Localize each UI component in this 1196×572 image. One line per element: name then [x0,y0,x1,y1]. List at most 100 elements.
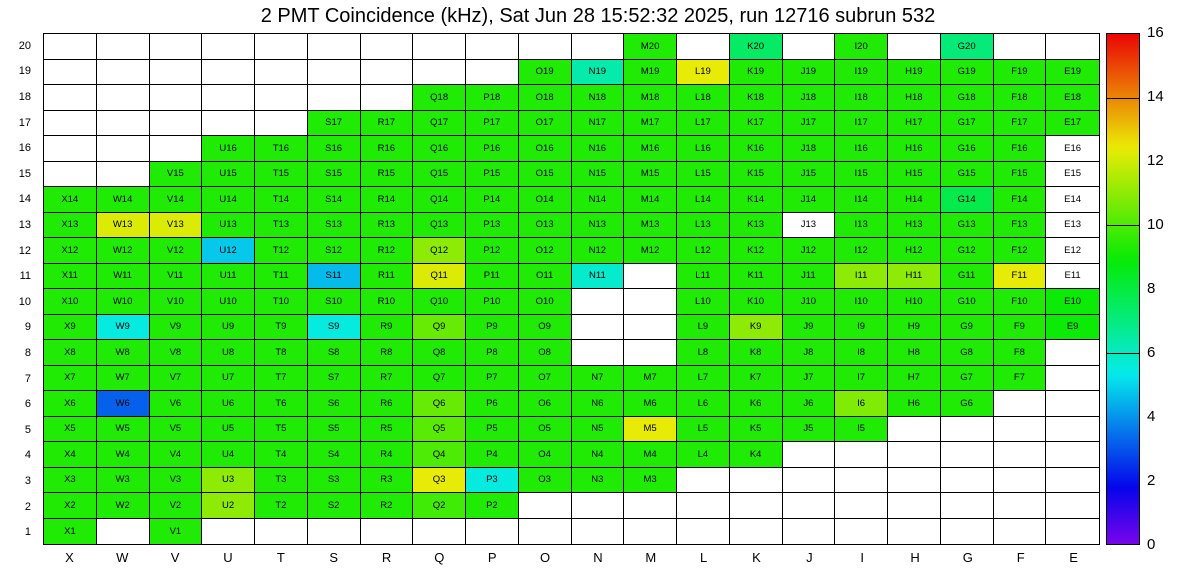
heatmap-cell [149,34,203,60]
heatmap-cell: I8 [835,340,888,366]
heatmap-cell: T10 [255,289,308,315]
heatmap-cell: L11 [677,263,730,289]
colorbar [1106,33,1140,545]
heatmap-cell: Q15 [413,161,466,187]
heatmap-cell: H9 [888,314,941,340]
heatmap-cell: V13 [149,212,203,238]
heatmap-cell [202,518,255,544]
heatmap-cell: V11 [149,263,203,289]
heatmap-cell: P17 [466,110,519,136]
heatmap-cell: Q5 [413,416,466,442]
heatmap-cell [940,442,994,468]
y-tick-label: 3 [24,474,31,487]
heatmap-cell: E18 [1046,85,1099,111]
heatmap-cell: M13 [624,212,677,238]
heatmap-cell: O15 [518,161,572,187]
heatmap-cell [308,518,361,544]
heatmap-cell [835,493,888,519]
heatmap-cell: Q12 [413,238,466,264]
heatmap-cell: L6 [677,391,730,417]
heatmap-cell: S15 [307,161,361,187]
heatmap-cell: G6 [940,391,994,417]
heatmap-cell: M19 [624,59,677,85]
heatmap-cell: E15 [1046,161,1099,187]
heatmap-cell: E9 [1046,314,1099,340]
heatmap-cell: R12 [360,238,414,264]
heatmap-cell: I11 [835,263,888,289]
heatmap-cell: T4 [255,442,308,468]
heatmap-cell: L10 [677,289,730,315]
heatmap-cell [307,85,361,111]
heatmap-cell: O11 [518,263,572,289]
heatmap-cell [413,518,466,544]
heatmap-cell: T11 [255,263,308,289]
heatmap-cell: U9 [202,314,255,340]
heatmap-cell: K7 [729,365,783,391]
y-tick-label: 18 [18,90,31,103]
heatmap-cell: W14 [96,187,150,213]
heatmap-cell [44,85,97,111]
heatmap-cell: O6 [518,391,572,417]
heatmap-cell: M12 [624,238,677,264]
heatmap-cell [835,518,888,544]
heatmap-cell: W4 [96,442,150,468]
x-tick-label: T [276,550,285,565]
heatmap-cell [730,518,783,544]
heatmap-cell: V3 [149,467,203,493]
heatmap-cell [466,518,519,544]
heatmap-cell: O13 [518,212,572,238]
heatmap-cell: V10 [149,289,203,315]
colorbar-tick-label: 0 [1147,536,1156,553]
heatmap-cell [149,110,203,136]
heatmap-cell [677,467,730,493]
heatmap-cell: U13 [202,212,255,238]
heatmap-cell [149,85,203,111]
heatmap-cell: E17 [1046,110,1099,136]
heatmap-cell: K4 [729,442,783,468]
heatmap-cell: S17 [307,110,361,136]
heatmap-cell: G19 [940,59,994,85]
heatmap-cell: F11 [993,263,1047,289]
heatmap-cell [572,518,625,544]
heatmap-cell: W5 [96,416,150,442]
x-tick-label: G [962,550,973,565]
heatmap-cell [835,442,888,468]
heatmap-cell: U12 [202,238,255,264]
y-tick-label: 16 [18,142,31,155]
heatmap-cell: R10 [360,289,414,315]
heatmap-cell: N19 [571,59,625,85]
heatmap-cell: P15 [466,161,519,187]
heatmap-cell: X14 [44,187,97,213]
heatmap-cell [96,136,150,162]
heatmap-cell: P10 [466,289,519,315]
y-tick-label: 6 [24,398,31,411]
heatmap-cell: O17 [518,110,572,136]
heatmap-cell [1046,340,1099,366]
heatmap-cell: V1 [149,518,203,544]
heatmap-cell: T13 [255,212,308,238]
heatmap-cell: M17 [624,110,677,136]
heatmap-cell: G15 [940,161,994,187]
heatmap-cell: I20 [835,34,888,60]
heatmap-cell: G10 [940,289,994,315]
heatmap-cell [255,34,308,60]
heatmap-cell: J8 [782,340,836,366]
heatmap-cell: P2 [466,493,519,519]
heatmap-cell: I16 [835,136,888,162]
heatmap-cell: Q10 [413,289,466,315]
heatmap-cell: P13 [466,212,519,238]
heatmap-cell [782,467,836,493]
heatmap-cell: I14 [835,187,888,213]
heatmap-cell: S10 [307,289,361,315]
heatmap-cell: J18 [782,136,836,162]
heatmap-cell: R16 [360,136,414,162]
heatmap-cell [571,34,625,60]
heatmap-cell: S8 [307,340,361,366]
heatmap-cell: K17 [729,110,783,136]
heatmap-cell [44,136,97,162]
heatmap-cell [149,136,203,162]
heatmap-cell: K11 [729,263,783,289]
heatmap-cell: O9 [518,314,572,340]
heatmap-cell [888,467,941,493]
heatmap-cell: F13 [993,212,1047,238]
